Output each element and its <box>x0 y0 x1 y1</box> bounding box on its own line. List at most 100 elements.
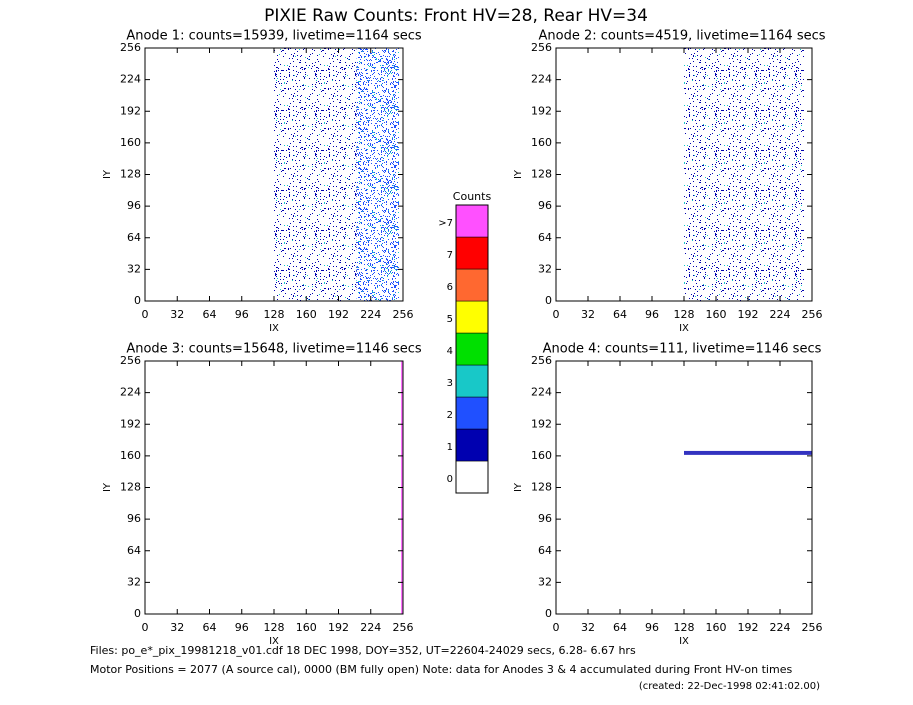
y-tick-label: 224 <box>120 386 141 399</box>
x-tick-label: 96 <box>645 308 659 321</box>
colorbar-swatch <box>455 364 489 398</box>
y-tick-label: 192 <box>120 417 141 430</box>
y-tick-label: 160 <box>120 136 141 149</box>
y-tick-label: 192 <box>531 417 552 430</box>
colorbar-swatch <box>455 204 489 238</box>
x-tick-label: 96 <box>235 621 249 634</box>
y-axis-label: IY <box>513 482 524 492</box>
y-axis-label: IY <box>102 169 113 179</box>
y-tick-label: 64 <box>538 544 552 557</box>
x-tick-label: 256 <box>802 621 823 634</box>
colorbar-label: 4 <box>447 346 453 357</box>
x-axis-label: IX <box>269 323 279 334</box>
x-tick-label: 128 <box>264 621 285 634</box>
y-tick-label: 128 <box>531 168 552 181</box>
figure-title: PIXIE Raw Counts: Front HV=28, Rear HV=3… <box>264 6 648 26</box>
x-tick-label: 32 <box>581 621 595 634</box>
x-tick-label: 128 <box>674 621 695 634</box>
x-tick-label: 256 <box>802 308 823 321</box>
y-axis-label: IY <box>102 482 113 492</box>
x-tick-label: 0 <box>553 308 560 321</box>
x-tick-label: 64 <box>613 308 627 321</box>
y-tick-label: 32 <box>538 575 552 588</box>
y-tick-label: 128 <box>531 481 552 494</box>
x-axis-label: IX <box>679 323 689 334</box>
x-tick-label: 224 <box>770 308 791 321</box>
x-axis-label: IX <box>269 636 279 647</box>
y-tick-label: 96 <box>127 199 141 212</box>
x-tick-label: 0 <box>142 308 149 321</box>
x-tick-label: 224 <box>770 621 791 634</box>
panel-title: Anode 4: counts=111, livetime=1146 secs <box>543 342 822 357</box>
x-tick-label: 256 <box>393 621 414 634</box>
y-tick-label: 96 <box>538 199 552 212</box>
panel-title: Anode 1: counts=15939, livetime=1164 sec… <box>126 29 422 44</box>
colorbar-frame <box>455 204 489 494</box>
y-tick-label: 0 <box>134 294 141 307</box>
y-tick-label: 32 <box>127 262 141 275</box>
colorbar-swatch <box>455 236 489 270</box>
y-tick-label: 0 <box>545 294 552 307</box>
y-tick-label: 160 <box>120 449 141 462</box>
x-tick-label: 224 <box>360 621 381 634</box>
x-tick-label: 96 <box>645 621 659 634</box>
x-tick-label: 160 <box>296 621 317 634</box>
plot-frame <box>555 360 813 615</box>
hit-region <box>274 48 357 301</box>
colorbar-label: 6 <box>447 282 453 293</box>
y-tick-label: 256 <box>531 41 552 54</box>
x-tick-label: 64 <box>613 621 627 634</box>
y-tick-label: 64 <box>127 544 141 557</box>
y-tick-label: 192 <box>120 104 141 117</box>
hit-region <box>356 48 399 301</box>
x-tick-label: 128 <box>674 308 695 321</box>
colorbar-label: 1 <box>447 442 453 453</box>
x-tick-label: 0 <box>553 621 560 634</box>
hit-region <box>684 450 812 455</box>
y-tick-label: 0 <box>134 607 141 620</box>
x-tick-label: 160 <box>706 308 727 321</box>
y-tick-label: 32 <box>127 575 141 588</box>
colorbar-swatch <box>455 268 489 302</box>
colorbar-label: 3 <box>447 378 453 389</box>
colorbar-label: 7 <box>447 250 453 261</box>
x-tick-label: 256 <box>393 308 414 321</box>
x-tick-label: 64 <box>203 621 217 634</box>
y-tick-label: 0 <box>545 607 552 620</box>
hit-region <box>684 48 804 301</box>
colorbar-swatch <box>455 332 489 366</box>
colorbar-swatch <box>455 460 489 494</box>
y-tick-label: 224 <box>531 73 552 86</box>
panel-title: Anode 2: counts=4519, livetime=1164 secs <box>538 29 825 44</box>
colorbar-label: 5 <box>447 314 453 325</box>
x-tick-label: 96 <box>235 308 249 321</box>
x-tick-label: 0 <box>142 621 149 634</box>
y-tick-label: 32 <box>538 262 552 275</box>
x-tick-label: 160 <box>296 308 317 321</box>
colorbar-label: 2 <box>447 410 453 421</box>
x-tick-label: 32 <box>170 308 184 321</box>
x-axis-label: IX <box>679 636 689 647</box>
colorbar-swatch <box>455 396 489 430</box>
colorbar-title: Counts <box>453 190 492 203</box>
y-tick-label: 256 <box>120 41 141 54</box>
panel-title: Anode 3: counts=15648, livetime=1146 sec… <box>126 342 422 357</box>
x-tick-label: 192 <box>738 308 759 321</box>
x-tick-label: 32 <box>170 621 184 634</box>
plot-frame <box>144 360 404 615</box>
y-tick-label: 224 <box>120 73 141 86</box>
y-tick-label: 256 <box>120 354 141 367</box>
x-tick-label: 32 <box>581 308 595 321</box>
x-tick-label: 192 <box>738 621 759 634</box>
y-tick-label: 96 <box>127 512 141 525</box>
footer-line: Files: po_e*_pix_19981218_v01.cdf 18 DEC… <box>90 644 636 657</box>
y-tick-label: 128 <box>120 168 141 181</box>
x-tick-label: 128 <box>264 308 285 321</box>
colorbar-swatch <box>455 300 489 334</box>
x-tick-label: 224 <box>360 308 381 321</box>
y-tick-label: 64 <box>538 231 552 244</box>
y-axis-label: IY <box>513 169 524 179</box>
y-tick-label: 160 <box>531 449 552 462</box>
x-tick-label: 64 <box>203 308 217 321</box>
